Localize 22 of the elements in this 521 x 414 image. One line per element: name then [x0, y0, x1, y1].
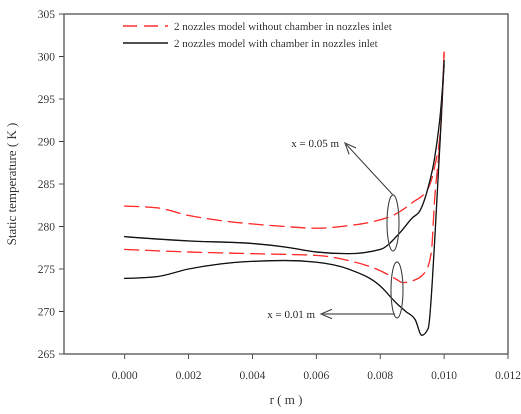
- y-tick-label: 275: [38, 264, 56, 276]
- x-tick-label: 0.010: [431, 370, 458, 382]
- x-tick-label: 0.006: [303, 370, 330, 382]
- annotation: x = 0.05 m: [291, 138, 340, 150]
- y-tick-label: 290: [38, 136, 56, 148]
- y-tick-label: 305: [38, 9, 56, 21]
- annotation: x = 0.01 m: [267, 309, 316, 321]
- y-tick-label: 265: [38, 349, 56, 361]
- y-axis-title: Static temperature ( K ): [4, 122, 19, 246]
- y-tick-label: 270: [38, 306, 56, 318]
- x-tick-label: 0.012: [495, 370, 521, 382]
- y-tick-label: 295: [38, 94, 56, 106]
- legend-label: 2 nozzles model without chamber in nozzles inlet: [174, 21, 392, 33]
- x-axis-title: r ( m ): [270, 392, 302, 407]
- x-tick-label: 0.000: [112, 370, 138, 382]
- x-tick-label: 0.008: [367, 370, 394, 382]
- y-tick-label: 280: [38, 222, 56, 234]
- y-tick-label: 300: [38, 52, 56, 64]
- x-tick-label: 0.004: [240, 370, 266, 382]
- y-tick-label: 285: [38, 179, 56, 191]
- legend-label: 2 nozzles model with chamber in nozzles inlet: [174, 38, 378, 50]
- x-tick-label: 0.002: [176, 370, 202, 382]
